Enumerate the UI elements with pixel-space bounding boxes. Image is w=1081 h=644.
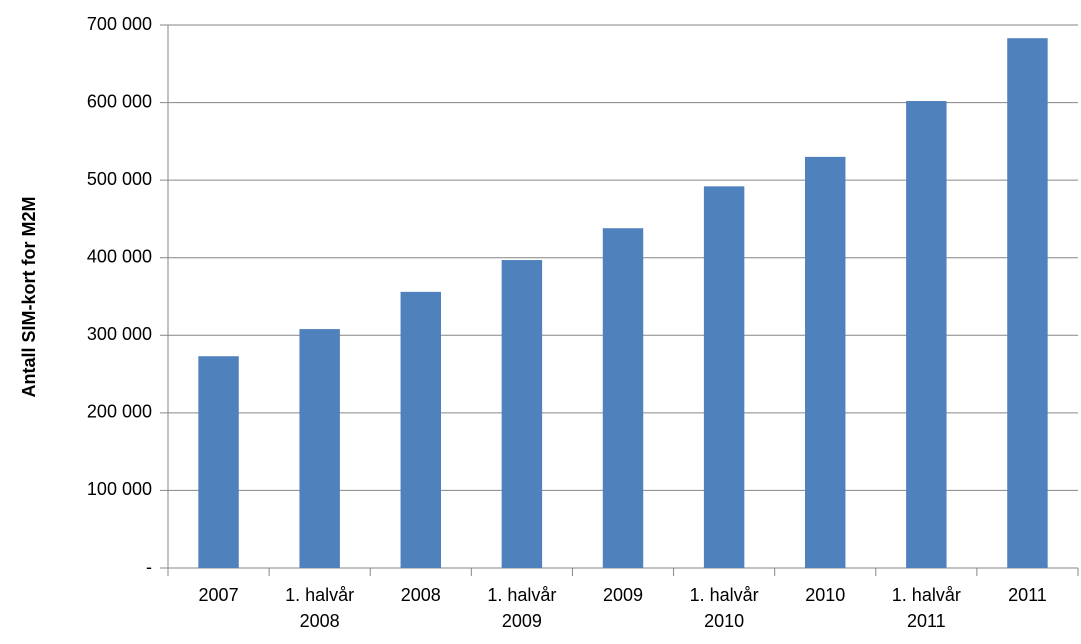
x-tick-label: 2008 [400, 585, 441, 605]
x-tick-label: 1. halvår 2009 [487, 585, 557, 631]
bar [299, 329, 340, 568]
x-tick-label: 1. halvår 2010 [689, 585, 759, 631]
x-tick-label: 1. halvår 2008 [285, 585, 355, 631]
bar [602, 228, 644, 569]
y-tick-label: 100 000 [87, 479, 152, 499]
y-tick-label: - [146, 557, 152, 577]
bar [1007, 38, 1048, 569]
y-tick-label: 600 000 [87, 91, 152, 111]
y-tick-label: 400 000 [87, 246, 152, 266]
y-tick-label: 500 000 [87, 169, 152, 189]
x-tick-label: 1. halvår 2011 [891, 585, 961, 631]
y-tick-label: 300 000 [87, 324, 152, 344]
bar [703, 186, 745, 568]
bar [501, 260, 543, 568]
bar [906, 101, 947, 569]
x-tick-label: 2010 [805, 585, 846, 605]
bar [805, 156, 846, 568]
bar [198, 356, 239, 568]
y-axis-label: Antall SIM-kort for M2M [19, 197, 39, 398]
x-tick-label: 2007 [198, 585, 239, 605]
x-tick-label: 2011 [1008, 585, 1047, 605]
bar [400, 291, 441, 568]
y-tick-label: 200 000 [87, 402, 152, 422]
y-tick-label: 700 000 [87, 14, 152, 34]
x-tick-label: 2009 [602, 585, 644, 605]
